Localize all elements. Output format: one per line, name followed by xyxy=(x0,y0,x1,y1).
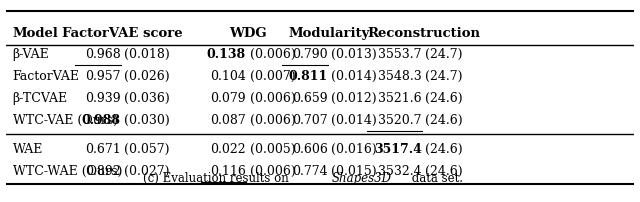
Text: 0.138: 0.138 xyxy=(207,48,246,61)
Text: 0.707: 0.707 xyxy=(292,114,328,127)
Text: WTC-VAE (Ours): WTC-VAE (Ours) xyxy=(13,114,118,127)
Text: 3520.7: 3520.7 xyxy=(378,114,422,127)
Text: (0.018): (0.018) xyxy=(124,48,170,61)
Text: 3532.4: 3532.4 xyxy=(378,165,422,178)
Text: (0.026): (0.026) xyxy=(124,70,170,83)
Text: (0.036): (0.036) xyxy=(124,92,170,105)
Text: 0.606: 0.606 xyxy=(292,143,328,156)
Text: FactorVAE score: FactorVAE score xyxy=(62,27,183,40)
Text: (0.007): (0.007) xyxy=(250,70,296,83)
Text: 0.659: 0.659 xyxy=(292,92,328,105)
Text: (0.006): (0.006) xyxy=(250,165,296,178)
Text: (0.014): (0.014) xyxy=(332,114,377,127)
Text: β-VAE: β-VAE xyxy=(13,48,49,61)
Text: Shapes3D: Shapes3D xyxy=(332,172,392,185)
Text: 3553.7: 3553.7 xyxy=(378,48,422,61)
Text: 3517.4: 3517.4 xyxy=(374,143,422,156)
Text: Reconstruction: Reconstruction xyxy=(367,27,480,40)
Text: 0.671: 0.671 xyxy=(85,143,120,156)
Text: (0.015): (0.015) xyxy=(332,165,377,178)
Text: WDG: WDG xyxy=(229,27,267,40)
Text: 0.087: 0.087 xyxy=(211,114,246,127)
Text: 0.957: 0.957 xyxy=(85,70,120,83)
Text: 0.939: 0.939 xyxy=(85,92,120,105)
Text: Modularity: Modularity xyxy=(289,27,370,40)
Text: (24.7): (24.7) xyxy=(426,70,463,83)
Text: WAE: WAE xyxy=(13,143,43,156)
Text: Model: Model xyxy=(13,27,58,40)
Text: (24.7): (24.7) xyxy=(426,48,463,61)
Text: (24.6): (24.6) xyxy=(426,165,463,178)
Text: β-TCVAE: β-TCVAE xyxy=(13,92,68,105)
Text: 3548.3: 3548.3 xyxy=(378,70,422,83)
Text: (0.005): (0.005) xyxy=(250,143,296,156)
Text: FactorVAE: FactorVAE xyxy=(13,70,79,83)
Text: (0.027): (0.027) xyxy=(124,165,170,178)
Text: (c) Evaluation results on: (c) Evaluation results on xyxy=(143,172,292,185)
Text: 0.079: 0.079 xyxy=(211,92,246,105)
Text: (0.030): (0.030) xyxy=(124,114,170,127)
Text: (0.057): (0.057) xyxy=(124,143,170,156)
Text: (0.006): (0.006) xyxy=(250,114,296,127)
Text: (0.013): (0.013) xyxy=(332,48,377,61)
Text: data set.: data set. xyxy=(408,172,463,185)
Text: 0.022: 0.022 xyxy=(211,143,246,156)
Text: (0.014): (0.014) xyxy=(332,70,377,83)
Text: (0.006): (0.006) xyxy=(250,48,296,61)
Text: 0.811: 0.811 xyxy=(288,70,328,83)
Text: 0.988: 0.988 xyxy=(81,114,120,127)
Text: (0.006): (0.006) xyxy=(250,92,296,105)
Text: (0.012): (0.012) xyxy=(332,92,377,105)
Text: 0.790: 0.790 xyxy=(292,48,328,61)
Text: (24.6): (24.6) xyxy=(426,143,463,156)
Text: WTC-WAE (Ours): WTC-WAE (Ours) xyxy=(13,165,122,178)
Text: 0.774: 0.774 xyxy=(292,165,328,178)
Text: 0.116: 0.116 xyxy=(210,165,246,178)
Text: (24.6): (24.6) xyxy=(426,92,463,105)
Text: 0.892: 0.892 xyxy=(85,165,120,178)
Text: (24.6): (24.6) xyxy=(426,114,463,127)
Text: 3521.6: 3521.6 xyxy=(378,92,422,105)
Text: 0.968: 0.968 xyxy=(85,48,120,61)
Text: 0.104: 0.104 xyxy=(210,70,246,83)
Text: (0.016): (0.016) xyxy=(332,143,377,156)
